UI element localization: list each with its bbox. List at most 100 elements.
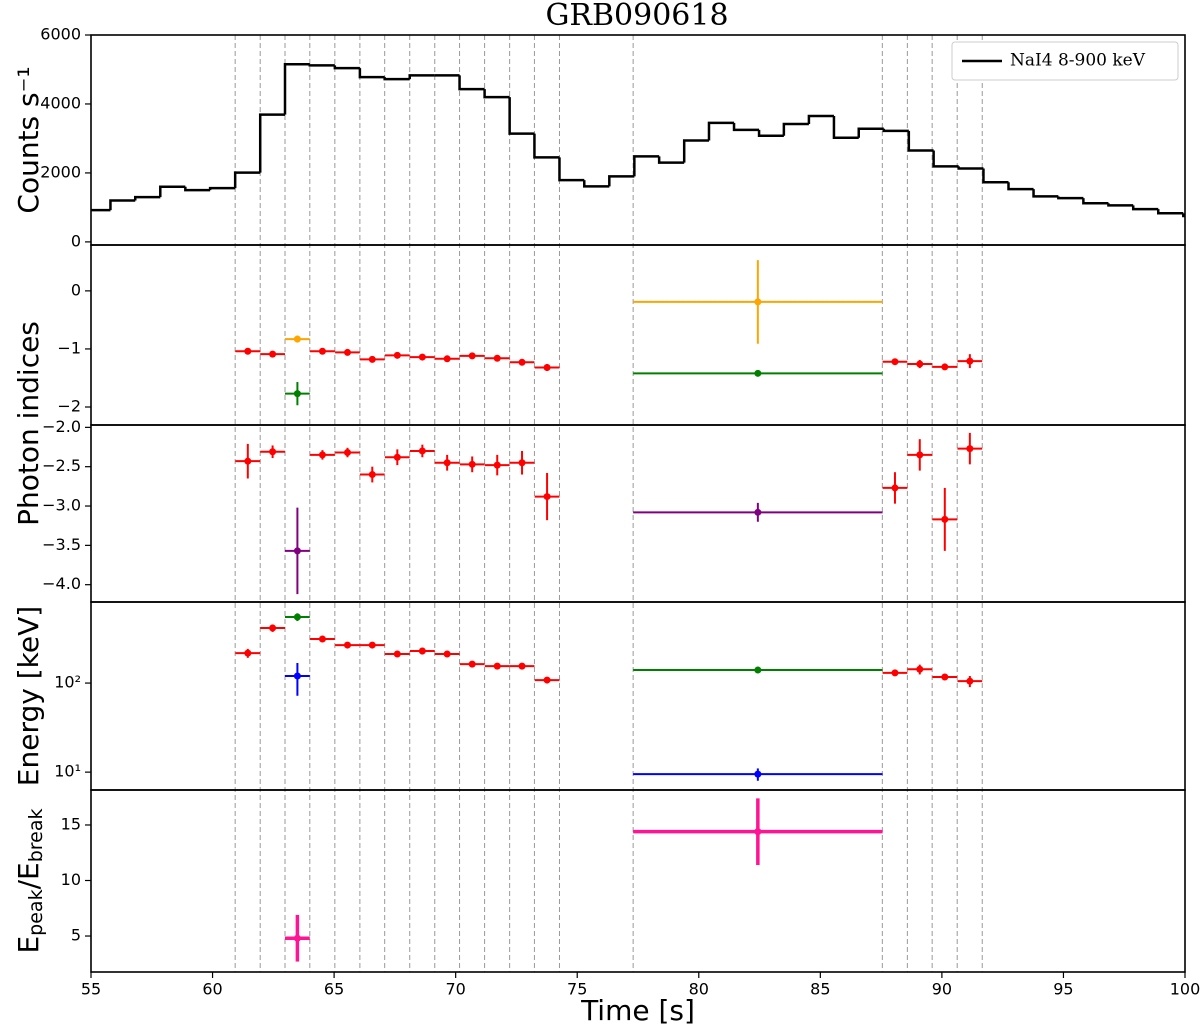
histogram-step	[657, 156, 685, 164]
y-tick-label: −2.0	[42, 417, 81, 436]
data-point	[543, 493, 551, 501]
y-tick-label: −4.0	[42, 574, 81, 593]
histogram-step	[757, 129, 784, 137]
data-point	[318, 347, 326, 355]
data-point	[518, 662, 526, 670]
histogram-step	[882, 128, 909, 133]
data-point	[443, 355, 451, 363]
histogram-step	[907, 130, 934, 152]
x-tick-label: 90	[932, 980, 952, 999]
y-tick-label: 0	[71, 231, 81, 250]
x-tick-label: 95	[1053, 980, 1073, 999]
histogram-step	[608, 175, 635, 187]
x-tick-label: 55	[81, 980, 101, 999]
y-axis-label-part: break	[25, 808, 47, 862]
x-tick-label: 80	[689, 980, 709, 999]
histogram-step	[333, 65, 360, 70]
data-point	[754, 508, 762, 516]
histogram-step	[558, 157, 585, 182]
data-point	[443, 650, 451, 658]
data-point	[891, 358, 899, 366]
data-point	[343, 449, 351, 457]
y-tick-label: 10²	[54, 673, 81, 692]
histogram-step	[358, 68, 385, 79]
data-point	[293, 335, 301, 343]
data-point	[966, 445, 974, 453]
panel-frame	[90, 789, 1186, 973]
y-tick-label: 2000	[40, 162, 81, 181]
x-tick-label: 85	[810, 980, 830, 999]
y-tick-label: 10¹	[54, 762, 81, 781]
histogram-step	[932, 150, 959, 168]
x-tick-label: 60	[202, 980, 222, 999]
data-point	[518, 358, 526, 366]
y-tick-label: −1	[57, 338, 81, 357]
y-axis-label: Energy [keV]	[12, 606, 45, 786]
data-point	[941, 515, 949, 523]
histogram-step	[707, 121, 735, 141]
x-tick-label: 70	[445, 980, 465, 999]
data-point	[418, 447, 426, 455]
data-point	[418, 647, 426, 655]
data-point	[543, 676, 551, 684]
data-point	[293, 934, 301, 942]
histogram-step	[982, 168, 1009, 184]
y-tick-label: 10	[61, 870, 81, 889]
data-point	[916, 360, 924, 368]
histogram-step	[159, 185, 186, 198]
data-point	[393, 650, 401, 658]
data-point	[343, 348, 351, 356]
y-tick-label: 15	[61, 814, 81, 833]
data-point	[269, 350, 277, 358]
data-point	[966, 677, 974, 685]
histogram-step	[832, 116, 859, 140]
histogram-step	[682, 139, 709, 163]
data-point	[916, 665, 924, 673]
data-point	[941, 363, 949, 371]
y-axis-label-part: E	[12, 936, 45, 954]
data-point	[244, 457, 252, 465]
data-point	[318, 635, 326, 643]
data-point	[293, 390, 301, 398]
y-axis-label-part: /E	[12, 862, 45, 889]
data-point	[368, 471, 376, 479]
histogram-step	[508, 97, 535, 135]
data-point	[493, 354, 501, 362]
y-tick-label: −2.5	[42, 456, 81, 475]
histogram-step	[957, 166, 984, 170]
data-point	[941, 673, 949, 681]
y-axis-label: Counts s⁻¹	[12, 66, 45, 213]
data-point	[468, 352, 476, 360]
histogram-step	[1032, 189, 1059, 198]
data-point	[443, 459, 451, 467]
histogram-step	[732, 122, 760, 132]
data-point	[916, 451, 924, 459]
data-point	[368, 355, 376, 363]
data-point	[393, 453, 401, 461]
histogram-step	[283, 63, 310, 115]
data-point	[754, 828, 762, 836]
chart-title: GRB090618	[545, 0, 728, 33]
y-tick-label: 0	[71, 280, 81, 299]
histogram-step	[408, 74, 435, 80]
data-point	[293, 547, 301, 555]
data-point	[418, 353, 426, 361]
data-point	[754, 666, 762, 674]
histogram-step	[308, 64, 335, 67]
y-tick-label: 5	[71, 926, 81, 945]
x-tick-label: 65	[324, 980, 344, 999]
histogram-step	[184, 186, 211, 192]
histogram-step	[533, 133, 560, 159]
data-point	[269, 624, 277, 632]
histogram-step	[1107, 203, 1134, 207]
y-axis-label: Photon indices	[12, 321, 45, 526]
y-axis-label-part: peak	[25, 889, 47, 935]
data-point	[754, 369, 762, 377]
legend-label: NaI4 8-900 keV	[1010, 51, 1146, 71]
histogram-step	[458, 75, 485, 91]
data-point	[293, 672, 301, 680]
histogram-step	[109, 199, 136, 211]
data-point	[293, 613, 301, 621]
x-tick-label: 75	[567, 980, 587, 999]
